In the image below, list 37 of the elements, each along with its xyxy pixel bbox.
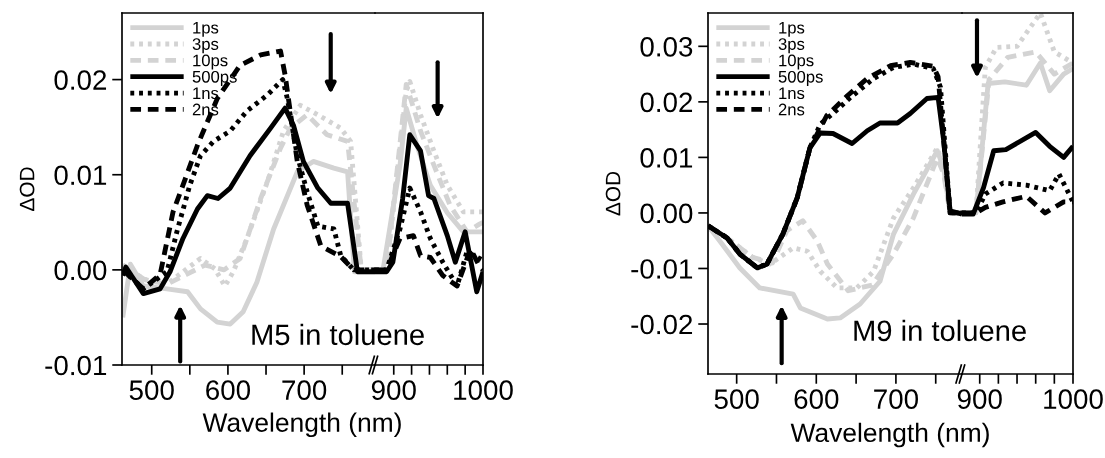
x-tick-label: 700 — [874, 389, 918, 409]
y-axis-title: ΔOD — [605, 171, 621, 216]
x-tick-label: 900 — [957, 389, 1002, 409]
legend-label: 1ps — [193, 21, 219, 37]
y-tick-label: 0.03 — [640, 36, 693, 57]
x-tick-label: 500 — [714, 389, 759, 409]
legend-label: 500ps — [192, 70, 237, 86]
x-tick-label: 600 — [794, 389, 839, 409]
x-axis-title: Wavelength (nm) — [790, 422, 989, 448]
y-tick-label: 0.02 — [640, 92, 693, 113]
x-tick-label: 900 — [371, 380, 416, 400]
legend-label: 500ps — [778, 70, 823, 86]
x-tick-label: 700 — [282, 380, 327, 400]
y-tick-label: 0.00 — [640, 203, 693, 224]
y-tick-label: 0.02 — [54, 70, 107, 90]
y-tick-label: 0.00 — [54, 260, 107, 281]
legend-label: 3ps — [192, 38, 219, 54]
x-tick-label: 600 — [206, 380, 251, 400]
x-tick-label: 1000 — [1044, 389, 1103, 409]
x-tick-label: 500 — [129, 380, 174, 400]
legend-label: 2ns — [778, 103, 805, 116]
y-tick-label: -0.02 — [631, 314, 693, 335]
legend-label: 3ps — [778, 38, 805, 54]
legend-label: 2ns — [192, 103, 219, 116]
annotation: M5 in toluene — [252, 323, 424, 346]
y-tick-label: 0.01 — [640, 148, 693, 168]
annotation: M9 in toluene — [854, 319, 1026, 342]
y-tick-label: -0.01 — [631, 259, 693, 279]
x-axis-title: Wavelength (nm) — [202, 412, 401, 438]
y-tick-label: 0.01 — [54, 165, 107, 186]
legend-label: 1ps — [779, 21, 805, 37]
legend-label: 1ns — [779, 87, 805, 100]
y-tick-label: -0.01 — [45, 355, 107, 376]
x-tick-label: 1000 — [454, 380, 513, 400]
legend-label: 10ps — [193, 54, 228, 70]
y-axis-title: ΔOD — [19, 167, 35, 211]
legend-label: 10ps — [779, 54, 814, 70]
